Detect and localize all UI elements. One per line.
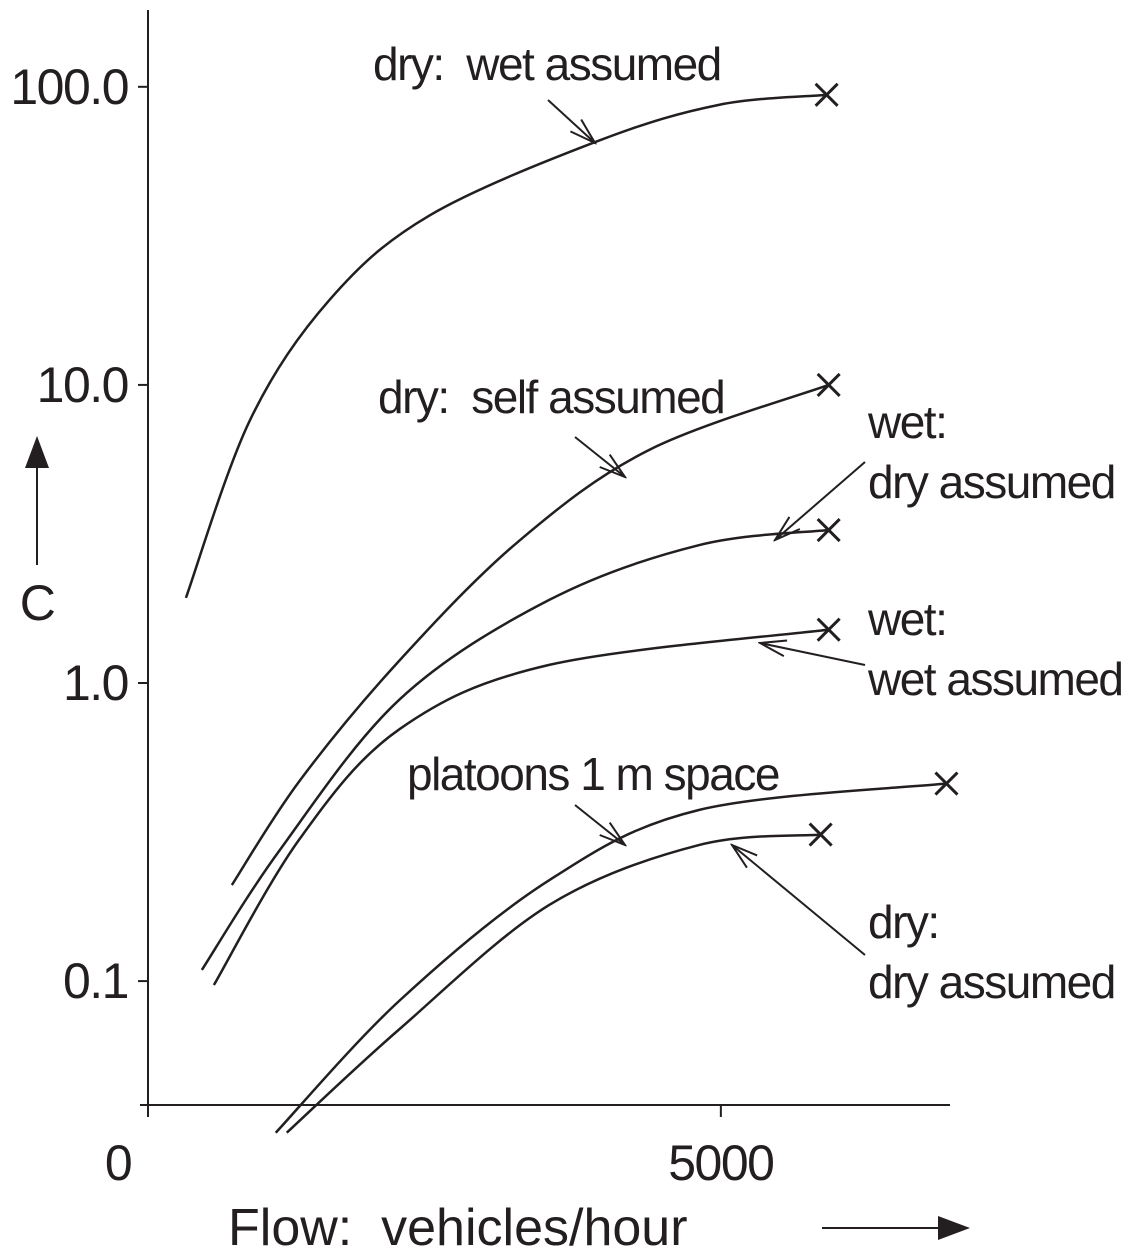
- annotation: platoons 1 m space: [407, 748, 779, 800]
- y-axis-label: C: [20, 575, 55, 631]
- annotation: wet assumed: [867, 653, 1123, 705]
- y-arrow-head: [25, 436, 49, 468]
- end-marker: [814, 82, 839, 107]
- end-marker: [816, 617, 841, 642]
- annotation-arrow: [574, 436, 625, 477]
- series-line: [274, 782, 947, 1134]
- annotation: wet:: [867, 593, 946, 645]
- y-tick-label: 1.0: [63, 655, 128, 711]
- annotation: dry: self assumed: [378, 371, 724, 423]
- annotation-arrow: [775, 461, 866, 540]
- x-arrow-head: [938, 1216, 970, 1240]
- annotation: dry assumed: [868, 956, 1115, 1008]
- series-line: [184, 93, 827, 599]
- end-marker: [816, 517, 841, 543]
- x-tick-label: 0: [105, 1135, 131, 1191]
- y-tick-label: 0.1: [63, 953, 128, 1009]
- y-tick-label: 10.0: [37, 357, 128, 413]
- series-line: [285, 833, 821, 1134]
- end-marker: [934, 771, 959, 796]
- annotation-arrow: [760, 643, 866, 666]
- annotation: dry assumed: [868, 456, 1115, 508]
- series-line: [200, 528, 829, 971]
- end-marker: [816, 372, 841, 397]
- x-axis-label: Flow: vehicles/hour: [228, 1199, 688, 1256]
- x-tick-label: 5000: [668, 1135, 773, 1191]
- annotation-arrow: [732, 845, 866, 956]
- annotation: dry:: [868, 896, 939, 948]
- series-line: [230, 383, 830, 886]
- annotation: dry: wet assumed: [373, 38, 721, 90]
- series-line: [212, 628, 829, 986]
- annotation-arrow: [574, 804, 625, 845]
- end-marker: [808, 822, 833, 847]
- annotation-arrow: [547, 99, 595, 143]
- y-tick-label: 100.0: [10, 59, 128, 115]
- annotation: wet:: [867, 396, 946, 448]
